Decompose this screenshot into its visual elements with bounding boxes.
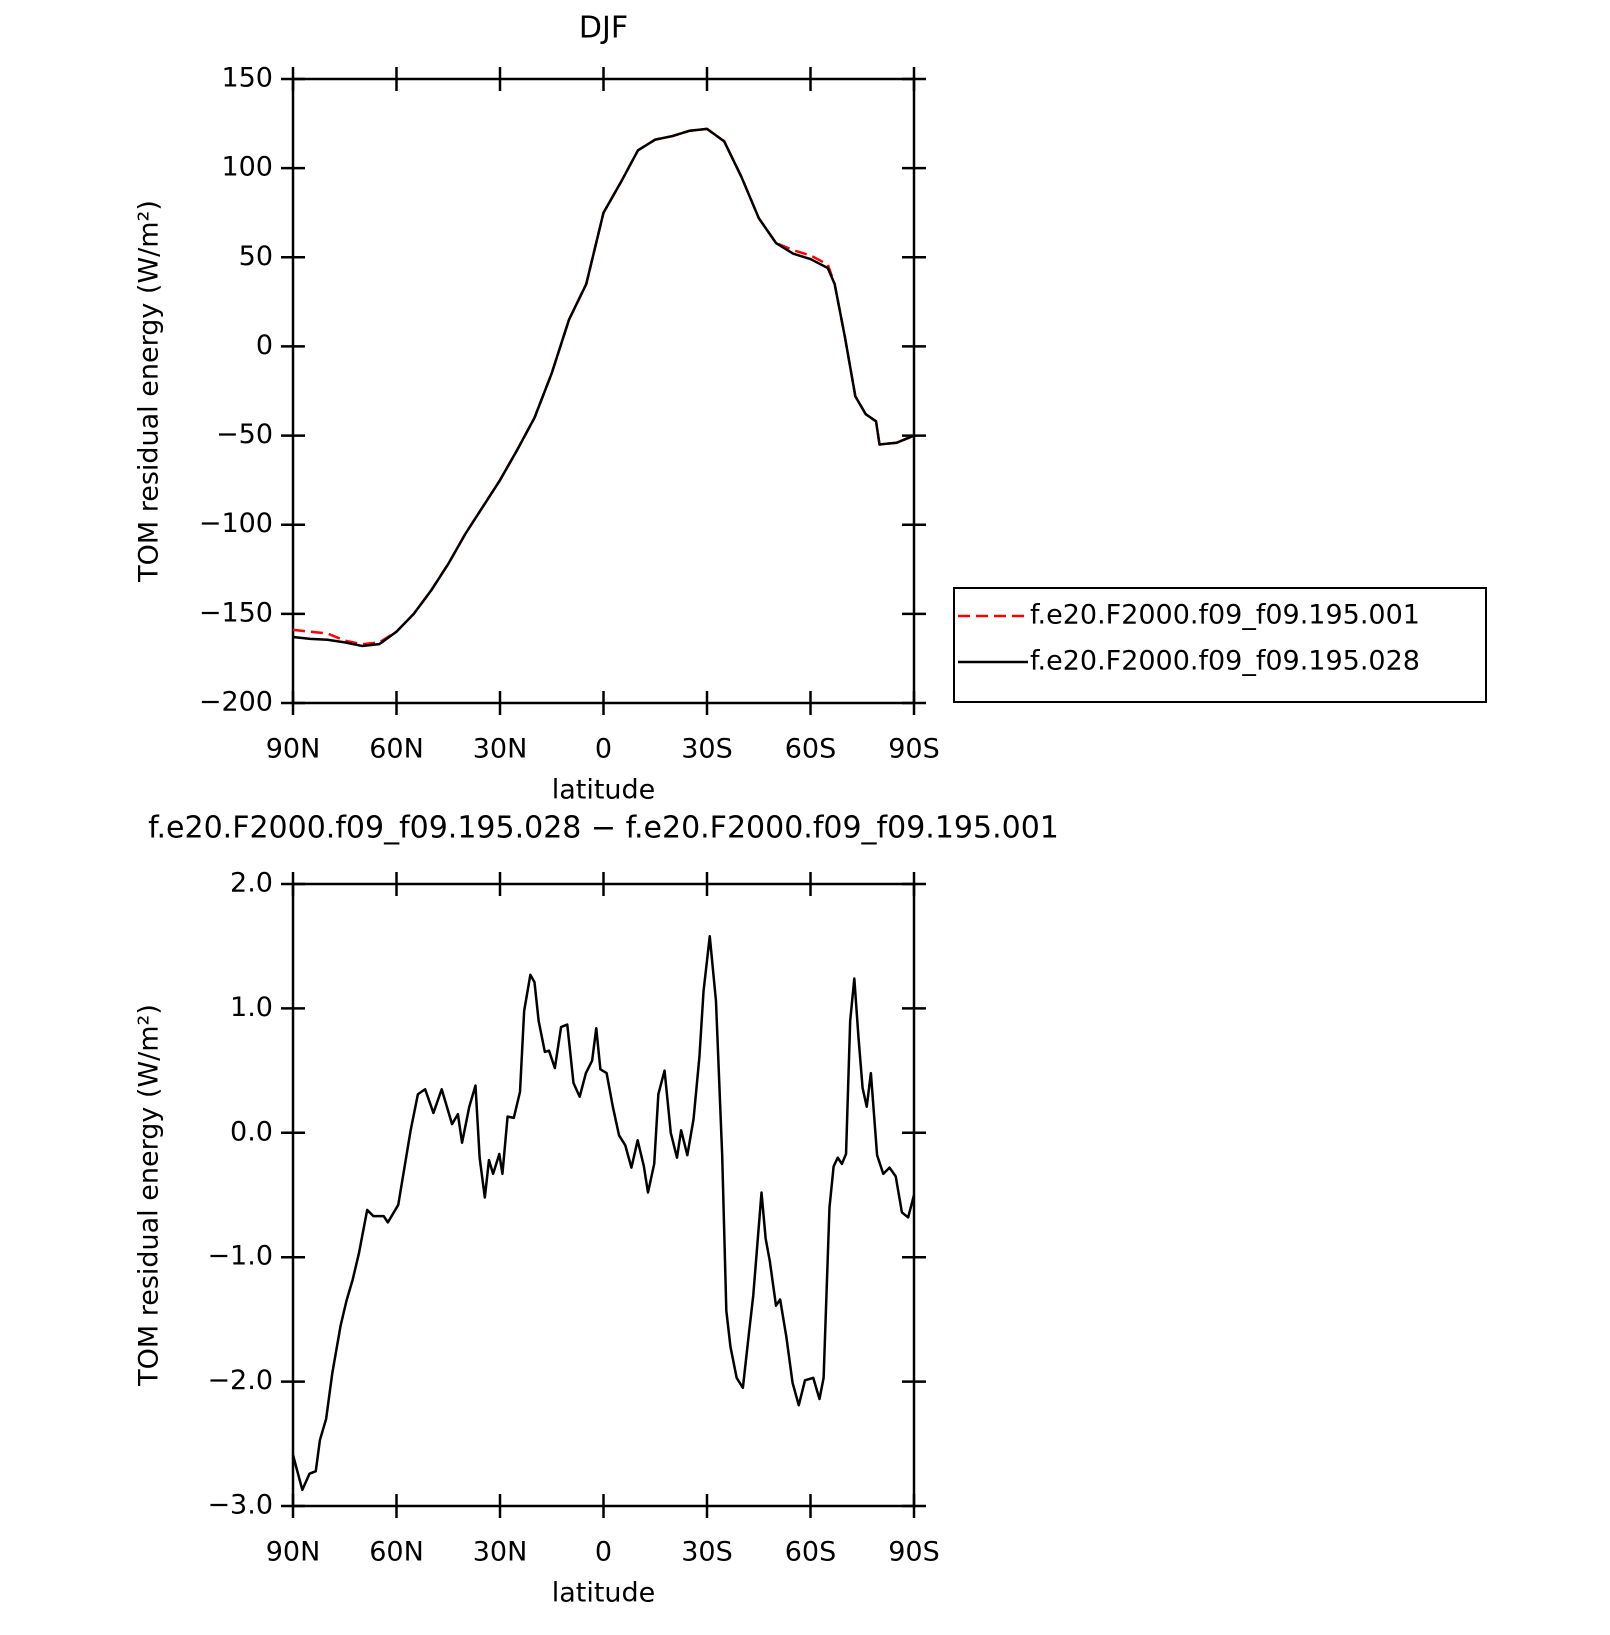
y-tick-label: −3.0 bbox=[207, 1490, 273, 1521]
data-line bbox=[292, 127, 915, 646]
x-tick-label: 60N bbox=[369, 734, 424, 765]
x-tick-label: 60S bbox=[785, 734, 837, 765]
x-axis-label: latitude bbox=[552, 1578, 656, 1609]
x-tick-label: 90N bbox=[266, 1537, 321, 1568]
chart-title: DJF bbox=[579, 11, 628, 46]
legend-label: f.e20.F2000.f09_f09.195.028 bbox=[1030, 646, 1420, 677]
y-axis-label: TOM residual energy (W/m²) bbox=[134, 200, 165, 583]
x-tick-label: 90S bbox=[888, 734, 940, 765]
y-tick-label: −50 bbox=[216, 419, 273, 450]
data-line bbox=[292, 127, 915, 648]
y-tick-label: 100 bbox=[221, 152, 273, 183]
x-tick-label: 30S bbox=[681, 734, 733, 765]
x-tick-label: 0 bbox=[595, 1537, 612, 1568]
x-tick-label: 60N bbox=[369, 1537, 424, 1568]
legend-label: f.e20.F2000.f09_f09.195.001 bbox=[1030, 600, 1420, 631]
y-axis-label: TOM residual energy (W/m²) bbox=[134, 1004, 165, 1387]
y-tick-label: 1.0 bbox=[230, 992, 273, 1023]
plot-frame bbox=[291, 882, 916, 1508]
x-tick-label: 60S bbox=[785, 1537, 837, 1568]
chart-title: f.e20.F2000.f09_f09.195.028 − f.e20.F200… bbox=[148, 811, 1059, 846]
y-tick-label: 0.0 bbox=[230, 1116, 273, 1147]
y-tick-label: −200 bbox=[199, 687, 273, 718]
y-tick-label: 2.0 bbox=[230, 868, 273, 899]
x-tick-label: 90N bbox=[266, 734, 321, 765]
y-tick-label: −150 bbox=[199, 597, 273, 628]
y-tick-label: 150 bbox=[221, 63, 273, 94]
legend-box bbox=[953, 587, 1487, 703]
x-tick-label: 30N bbox=[473, 734, 528, 765]
plot-frame bbox=[291, 77, 916, 705]
y-tick-label: −1.0 bbox=[207, 1241, 273, 1272]
x-axis-label: latitude bbox=[552, 775, 656, 806]
y-tick-label: −2.0 bbox=[207, 1365, 273, 1396]
y-tick-label: 50 bbox=[239, 241, 273, 272]
y-tick-label: 0 bbox=[256, 330, 273, 361]
x-tick-label: 0 bbox=[595, 734, 612, 765]
y-tick-label: −100 bbox=[199, 508, 273, 539]
x-tick-label: 30S bbox=[681, 1537, 733, 1568]
x-tick-label: 30N bbox=[473, 1537, 528, 1568]
data-line bbox=[291, 935, 916, 1492]
x-tick-label: 90S bbox=[888, 1537, 940, 1568]
